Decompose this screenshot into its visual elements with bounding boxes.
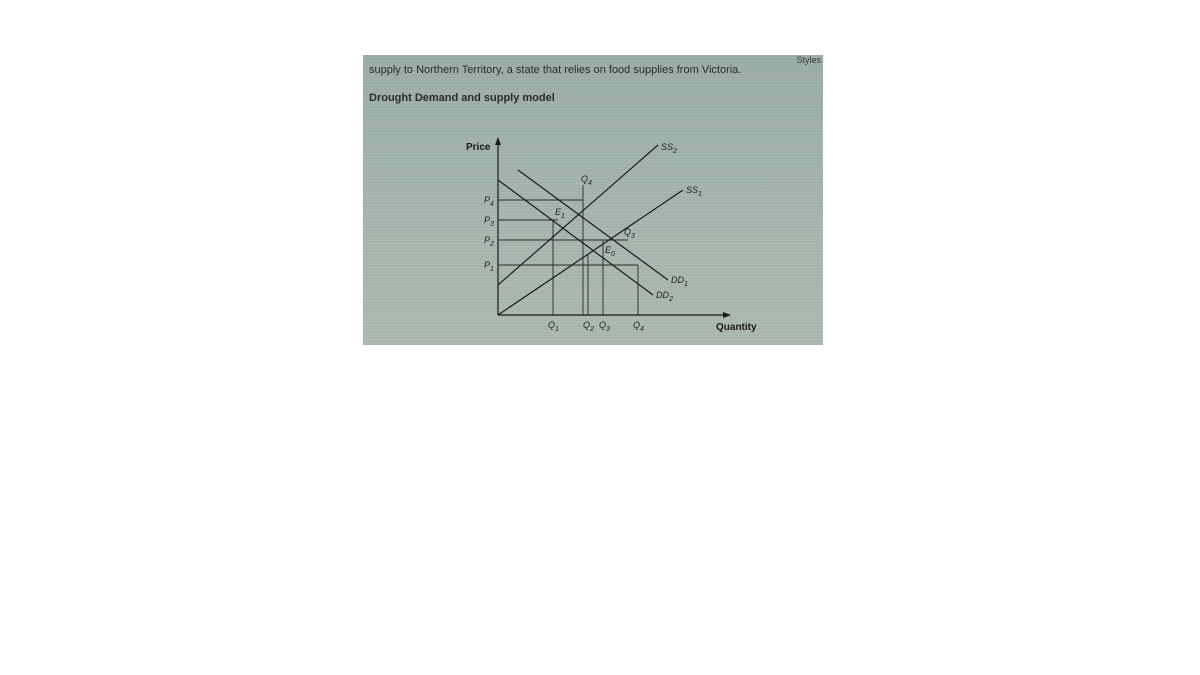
y-axis-title: Price: [466, 142, 491, 153]
curve-dd2-lower: [498, 180, 653, 295]
quantity-labels: Q1 Q2 Q3 Q4: [548, 320, 644, 333]
curve-labels: SS1 SS2 DD1 DD2: [656, 142, 702, 303]
svg-text:Q4: Q4: [633, 320, 644, 333]
model-title: Drought Demand and supply model: [369, 91, 555, 105]
svg-text:E0: E0: [605, 245, 615, 258]
curve-ss2: [498, 145, 658, 285]
svg-text:Q3: Q3: [624, 227, 635, 240]
svg-text:SS2: SS2: [661, 142, 677, 155]
projection-lines: [498, 185, 638, 315]
x-axis-title: Quantity: [716, 322, 757, 333]
svg-text:Q3: Q3: [599, 320, 610, 333]
svg-text:Q2: Q2: [583, 320, 594, 333]
svg-text:DD1: DD1: [671, 275, 688, 288]
context-line-1: supply to Northern Territory, a state th…: [369, 63, 741, 77]
svg-text:DD2: DD2: [656, 290, 673, 303]
svg-text:Q1: Q1: [548, 320, 559, 333]
curve-dd1-upper: [518, 170, 668, 280]
axes: [495, 137, 731, 318]
diagram-photo-region: Styles supply to Northern Territory, a s…: [363, 55, 823, 345]
svg-text:E1: E1: [555, 207, 565, 220]
svg-text:SS1: SS1: [686, 185, 702, 198]
svg-text:P2: P2: [484, 235, 494, 248]
styles-fragment: Styles: [796, 55, 821, 65]
svg-text:P3: P3: [484, 215, 494, 228]
supply-demand-chart: Price Quantity SS1 SS2 DD1: [458, 135, 808, 340]
svg-text:P1: P1: [484, 260, 494, 273]
equilibrium-labels: E0 E1 Q4 Q3: [555, 174, 635, 258]
svg-text:P4: P4: [484, 195, 494, 208]
price-labels: P4 P3 P2 P1: [484, 195, 494, 273]
